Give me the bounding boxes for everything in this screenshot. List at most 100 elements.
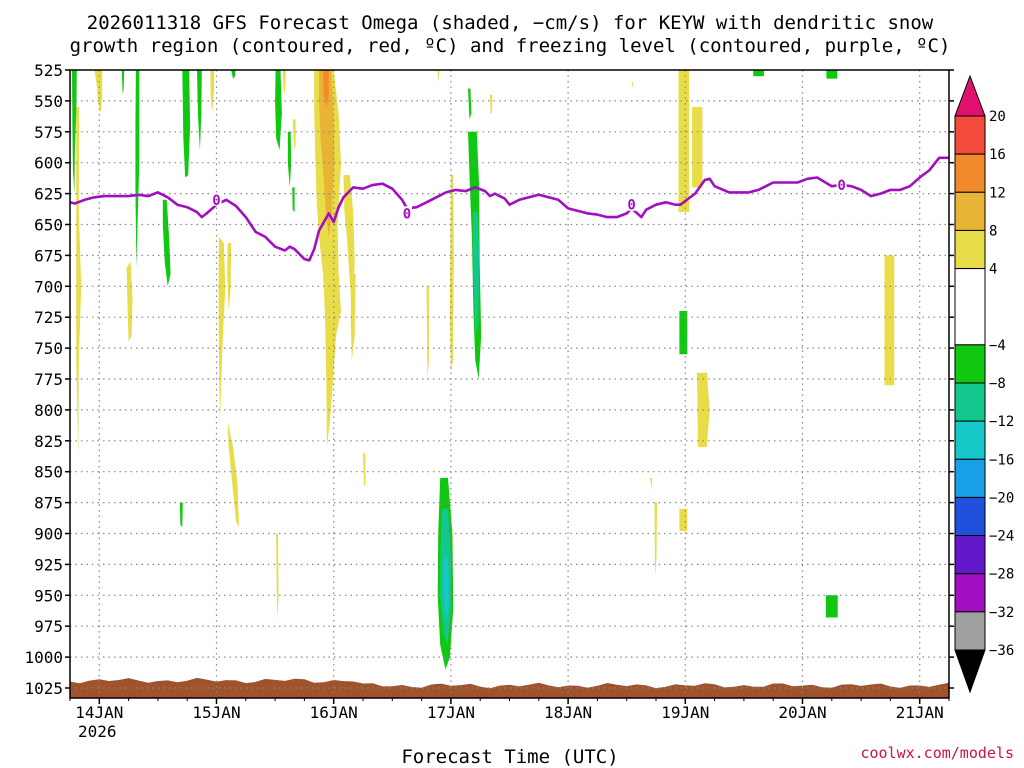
colorbar-tick--20: −20 bbox=[989, 490, 1014, 506]
plot-frame bbox=[69, 69, 950, 699]
omega-region-40 bbox=[678, 70, 690, 213]
colorbar-tick-20: 20 bbox=[989, 109, 1006, 125]
x-tick-label-0: 14JAN bbox=[75, 703, 123, 722]
omega-region-26 bbox=[437, 70, 440, 83]
credit-link: coolwx.com/models bbox=[860, 744, 1014, 762]
y-tick-label-750: 750 bbox=[34, 339, 63, 358]
omega-region-43 bbox=[679, 508, 688, 531]
colorbar-under-arrow bbox=[954, 649, 986, 694]
omega-region-7 bbox=[182, 70, 191, 178]
y-tick-label-1000: 1000 bbox=[24, 648, 63, 667]
freezing-level-line bbox=[70, 156, 949, 262]
x-tick-label-4: 18JAN bbox=[544, 703, 592, 722]
omega-region-2 bbox=[126, 261, 133, 342]
omega-region-48 bbox=[884, 255, 895, 386]
omega-region-24 bbox=[350, 273, 356, 361]
y-tick-label-675: 675 bbox=[34, 246, 63, 265]
x-tick-year-label: 2026 bbox=[78, 722, 117, 741]
omega-region-13 bbox=[227, 422, 239, 528]
ground-surface bbox=[70, 677, 949, 698]
omega-region-9 bbox=[210, 70, 215, 114]
omega-region-25 bbox=[363, 453, 366, 487]
y-tick-label-850: 850 bbox=[34, 463, 63, 482]
colorbar-tick-12: 12 bbox=[989, 185, 1006, 201]
colorbar-tick-8: 8 bbox=[989, 223, 997, 239]
omega-region-1 bbox=[76, 107, 82, 460]
colorbar-tick--32: −32 bbox=[989, 605, 1014, 621]
omega-region-22 bbox=[323, 70, 329, 108]
omega-region-4 bbox=[121, 70, 125, 95]
y-tick-label-925: 925 bbox=[34, 555, 63, 574]
y-tick-label-975: 975 bbox=[34, 617, 63, 636]
colorbar-bin-10 bbox=[954, 535, 986, 575]
omega-region-38 bbox=[650, 477, 653, 491]
omega-region-5 bbox=[135, 70, 140, 268]
omega-region-17 bbox=[292, 119, 296, 151]
omega-region-35 bbox=[443, 558, 449, 620]
omega-region-14 bbox=[275, 70, 282, 151]
omega-region-36 bbox=[490, 94, 493, 114]
y-tick-label-575: 575 bbox=[34, 123, 63, 142]
y-tick-label-1025: 1025 bbox=[24, 679, 63, 698]
x-tick-label-7: 21JAN bbox=[896, 703, 944, 722]
colorbar-bin-11 bbox=[954, 573, 986, 613]
omega-region-41 bbox=[692, 107, 703, 188]
x-axis-label: Forecast Time (UTC) bbox=[401, 746, 618, 768]
colorbar-bin-2 bbox=[954, 191, 986, 231]
omega-shading bbox=[72, 70, 895, 670]
freezing-label-bg-3 bbox=[836, 177, 847, 191]
omega-region-11 bbox=[218, 236, 226, 423]
y-axis-pressure: 525 550 575 600 625 650 675 700 725 750 775 800 825 8… bbox=[24, 61, 954, 698]
y-tick-label-525: 525 bbox=[34, 61, 63, 80]
y-tick-label-600: 600 bbox=[34, 154, 63, 173]
omega-region-16 bbox=[287, 131, 292, 188]
omega-region-37 bbox=[631, 82, 634, 89]
colorbar-tick--24: −24 bbox=[989, 529, 1014, 545]
omega-region-42 bbox=[679, 311, 688, 355]
y-tick-label-800: 800 bbox=[34, 401, 63, 420]
y-tick-label-950: 950 bbox=[34, 586, 63, 605]
y-tick-label-825: 825 bbox=[34, 432, 63, 451]
freezing-label-3: 0 bbox=[837, 178, 845, 194]
omega-region-45 bbox=[753, 70, 764, 77]
chart-title-line-2: growth region (contoured, red, ºC) and f… bbox=[70, 35, 951, 57]
colorbar-bin-8 bbox=[954, 458, 986, 498]
y-tick-label-625: 625 bbox=[34, 185, 63, 204]
colorbar-tick-16: 16 bbox=[989, 147, 1006, 163]
omega-region-15 bbox=[282, 70, 286, 95]
omega-region-10 bbox=[231, 70, 236, 79]
omega-region-32 bbox=[472, 212, 480, 336]
y-tick-label-775: 775 bbox=[34, 370, 63, 389]
omega-region-12 bbox=[227, 243, 232, 311]
freezing-label-bg-2 bbox=[626, 197, 637, 211]
colorbar-tick--12: −12 bbox=[989, 414, 1014, 430]
freezing-label-1: 0 bbox=[403, 206, 411, 222]
y-tick-label-725: 725 bbox=[34, 308, 63, 327]
x-tick-label-3: 17JAN bbox=[427, 703, 475, 722]
y-tick-label-900: 900 bbox=[34, 525, 63, 544]
colorbar-tick--28: −28 bbox=[989, 567, 1014, 583]
colorbar-bin-12 bbox=[954, 611, 986, 651]
colorbar-tick--36: −36 bbox=[989, 643, 1014, 659]
x-tick-label-1: 15JAN bbox=[192, 703, 240, 722]
ground-fill bbox=[70, 677, 949, 698]
colorbar-tick--16: −16 bbox=[989, 452, 1014, 468]
freezing-label-bg-0 bbox=[211, 192, 222, 206]
colorbar-over-arrow bbox=[954, 74, 986, 117]
omega-region-46 bbox=[826, 70, 838, 79]
omega-region-6 bbox=[162, 199, 171, 287]
omega-region-21 bbox=[319, 70, 335, 237]
colorbar-bin-4 bbox=[954, 268, 986, 346]
omega-region-39 bbox=[654, 502, 657, 577]
x-tick-label-6: 20JAN bbox=[778, 703, 826, 722]
colorbar-bin-3 bbox=[954, 229, 986, 270]
omega-region-8 bbox=[197, 70, 202, 151]
colorbar-bin-7 bbox=[954, 420, 986, 460]
y-tick-label-875: 875 bbox=[34, 494, 63, 513]
colorbar-tick-4: 4 bbox=[989, 262, 997, 278]
omega-region-27 bbox=[179, 502, 183, 528]
colorbar: 20 16 12 8 4 −4 −8 −12 −16 −20 −24 −28 −32 −36 bbox=[954, 74, 1014, 694]
x-tick-label-2: 16JAN bbox=[310, 703, 358, 722]
y-tick-label-700: 700 bbox=[34, 277, 63, 296]
